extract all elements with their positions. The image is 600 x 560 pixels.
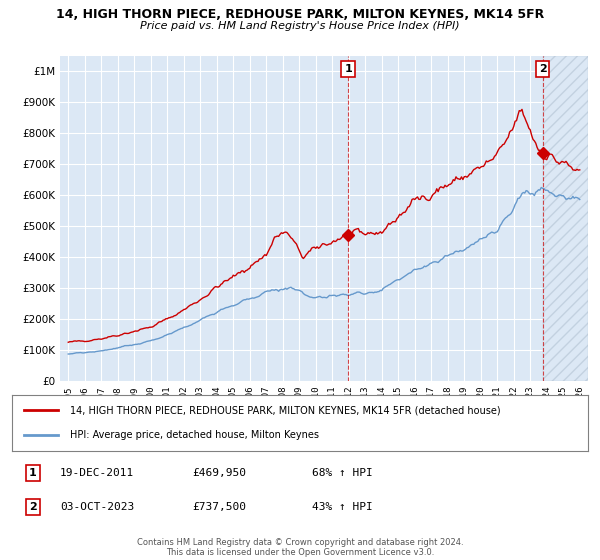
Text: Price paid vs. HM Land Registry's House Price Index (HPI): Price paid vs. HM Land Registry's House … <box>140 21 460 31</box>
Bar <box>542 56 588 381</box>
Text: 43% ↑ HPI: 43% ↑ HPI <box>312 502 373 512</box>
Text: £737,500: £737,500 <box>192 502 246 512</box>
Text: 2: 2 <box>539 64 547 74</box>
Text: 1: 1 <box>29 468 37 478</box>
Text: 2: 2 <box>29 502 37 512</box>
Text: £469,950: £469,950 <box>192 468 246 478</box>
Text: 14, HIGH THORN PIECE, REDHOUSE PARK, MILTON KEYNES, MK14 5FR: 14, HIGH THORN PIECE, REDHOUSE PARK, MIL… <box>56 8 544 21</box>
Text: HPI: Average price, detached house, Milton Keynes: HPI: Average price, detached house, Milt… <box>70 430 319 440</box>
Text: Contains HM Land Registry data © Crown copyright and database right 2024.
This d: Contains HM Land Registry data © Crown c… <box>137 538 463 557</box>
Text: 19-DEC-2011: 19-DEC-2011 <box>60 468 134 478</box>
Text: 14, HIGH THORN PIECE, REDHOUSE PARK, MILTON KEYNES, MK14 5FR (detached house): 14, HIGH THORN PIECE, REDHOUSE PARK, MIL… <box>70 405 500 416</box>
Text: 68% ↑ HPI: 68% ↑ HPI <box>312 468 373 478</box>
Bar <box>542 56 588 381</box>
Text: 03-OCT-2023: 03-OCT-2023 <box>60 502 134 512</box>
Text: 1: 1 <box>344 64 352 74</box>
